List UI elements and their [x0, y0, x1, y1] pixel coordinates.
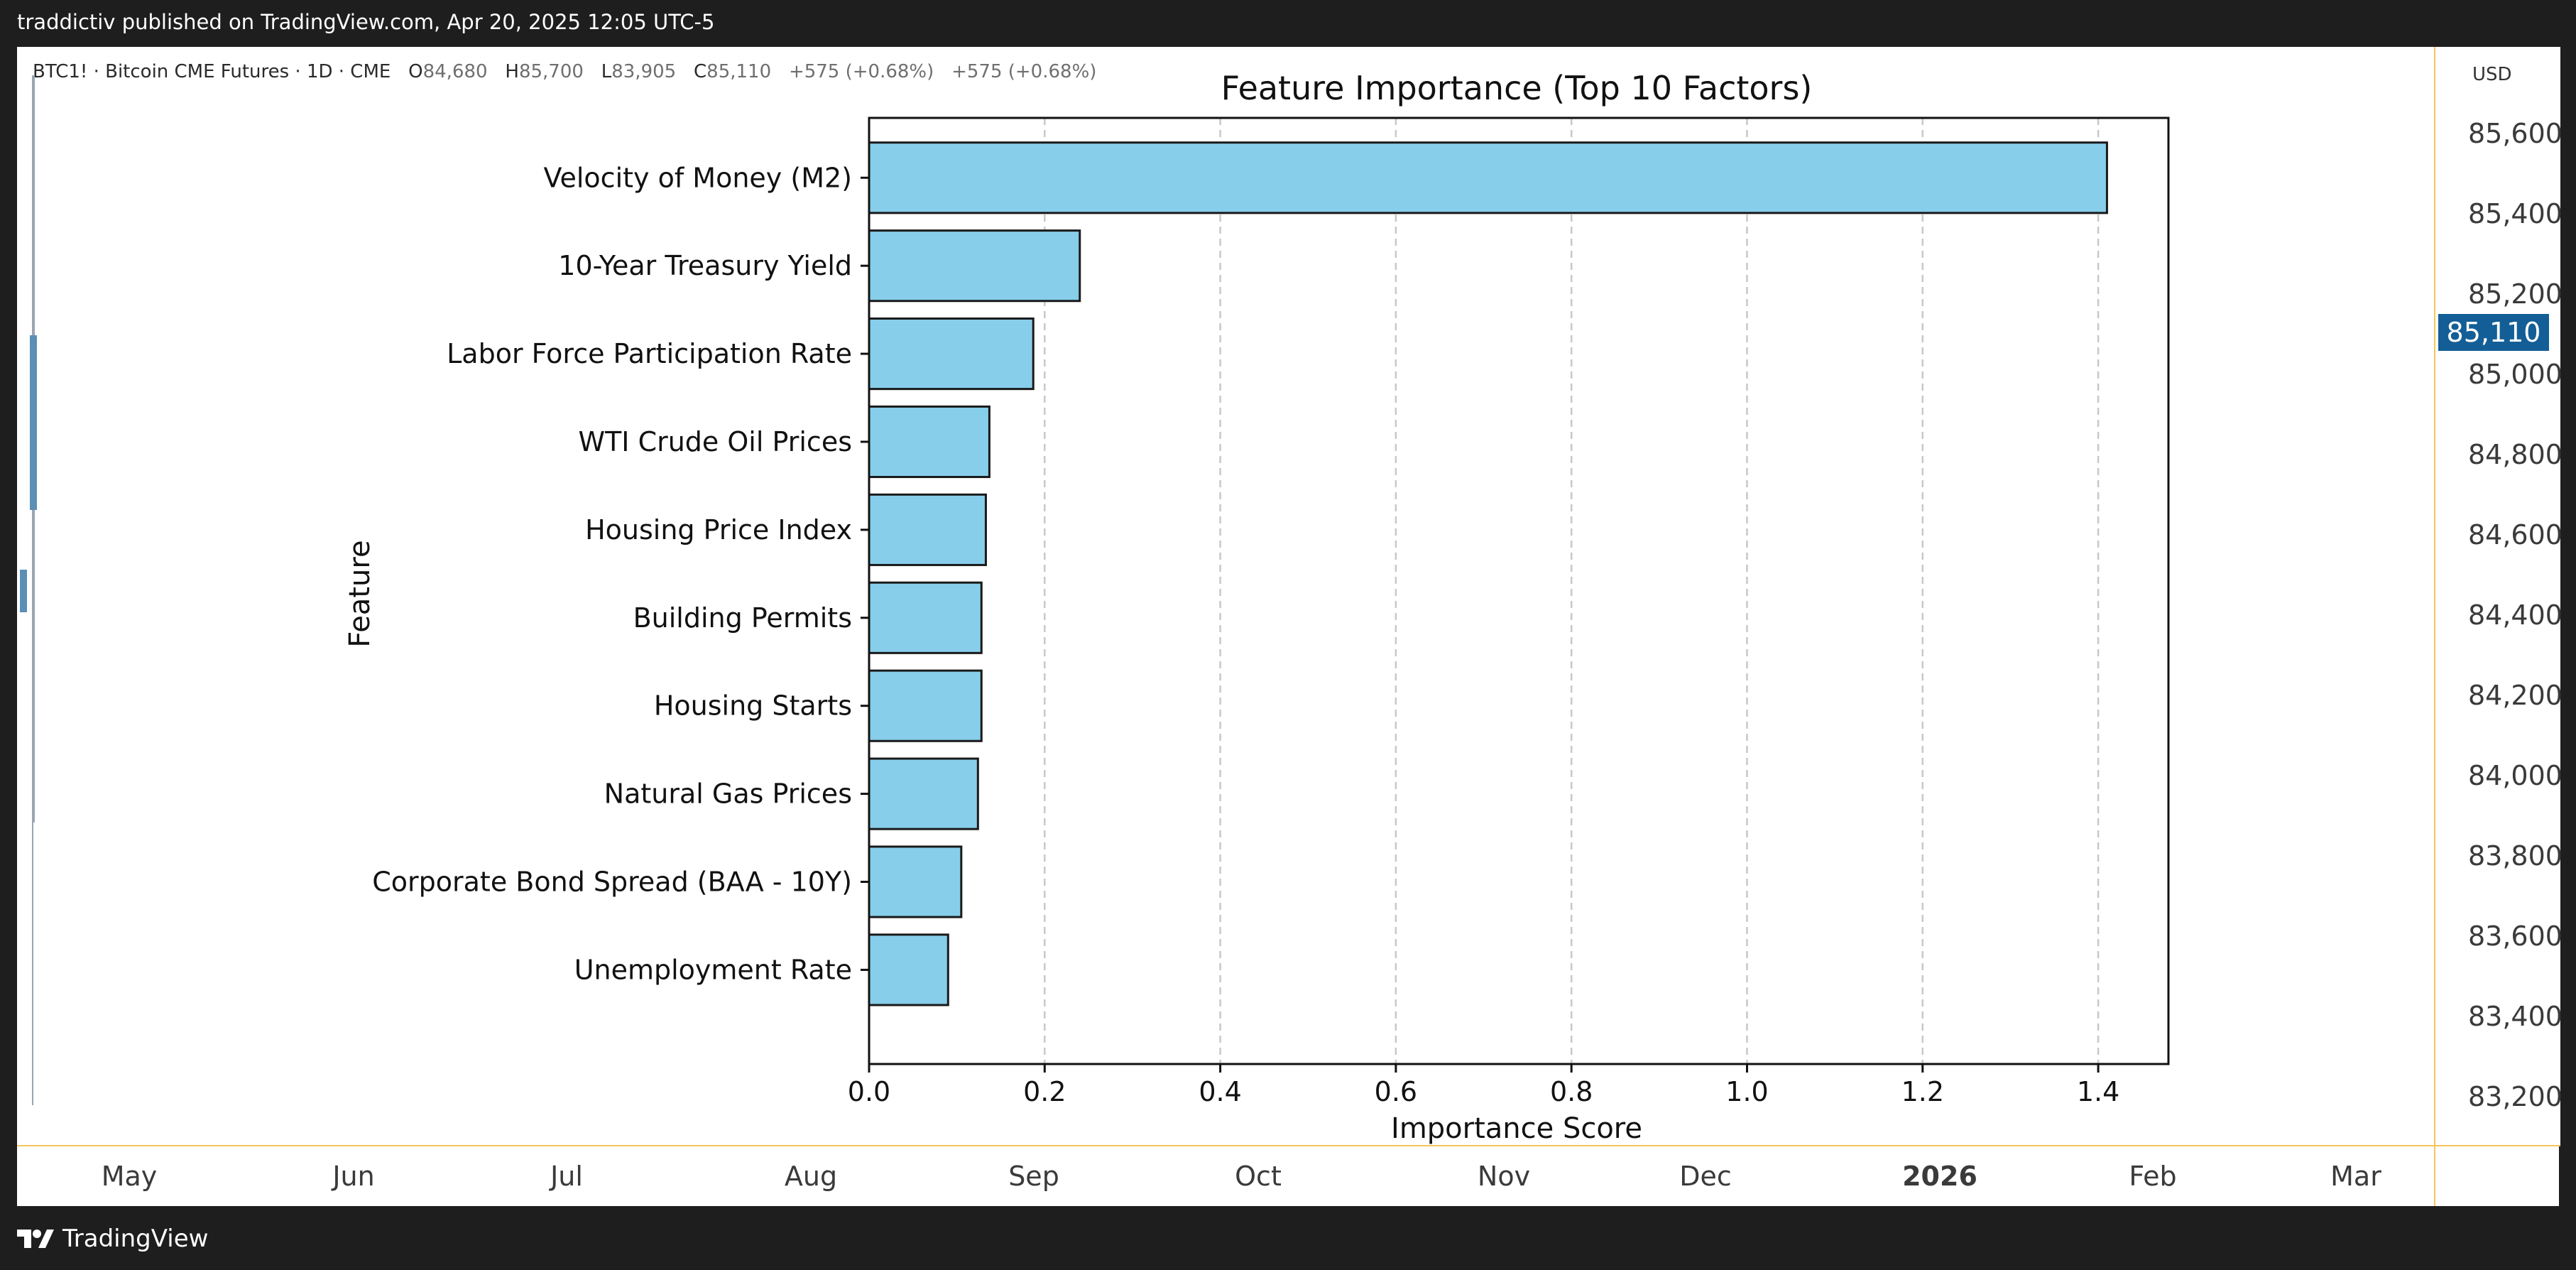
y-tick-label: Velocity of Money (M2): [543, 162, 852, 193]
x-tick-label: 0.8: [1550, 1076, 1593, 1107]
close-value: 85,110: [706, 61, 772, 82]
symbol-name[interactable]: BTC1! · Bitcoin CME Futures · 1D · CME: [33, 61, 391, 82]
price-tick: 84,800: [2468, 439, 2563, 470]
y-tick-label: 10-Year Treasury Yield: [558, 250, 852, 281]
open-label: O: [408, 61, 423, 82]
y-axis-label: Feature: [344, 540, 376, 647]
time-label: Aug: [784, 1161, 838, 1192]
bar: [868, 318, 1035, 391]
tradingview-brand[interactable]: TradingView: [16, 1225, 208, 1253]
x-tick-label: 0.2: [1023, 1076, 1066, 1107]
bar: [868, 229, 1081, 303]
brand-name: TradingView: [62, 1225, 209, 1253]
y-tick-label: Natural Gas Prices: [604, 778, 852, 810]
grid-lines: [1044, 118, 2100, 1064]
price-tick: 85,400: [2468, 198, 2563, 229]
feature-importance-chart: Feature Importance (Top 10 Factors) Velo…: [20, 69, 2170, 1145]
price-tick: 85,600: [2468, 118, 2563, 149]
time-label: May: [101, 1161, 158, 1192]
y-tick-label: Building Permits: [633, 602, 852, 634]
x-tick-label: 1.2: [1901, 1076, 1944, 1107]
open-value: 84,680: [422, 61, 488, 82]
change-value: +575 (+0.68%): [788, 61, 934, 82]
axis-corner[interactable]: [2434, 1145, 2560, 1207]
y-tick-label: Labor Force Participation Rate: [447, 338, 852, 369]
x-tick-label: 0.6: [1375, 1076, 1417, 1107]
bar: [868, 493, 987, 566]
x-tick-label: 0.0: [848, 1076, 890, 1107]
price-tick: 84,600: [2468, 519, 2563, 550]
y-tick-label: Corporate Bond Spread (BAA - 10Y): [372, 867, 852, 898]
price-tick: 83,600: [2468, 921, 2563, 952]
time-label: Feb: [2129, 1161, 2177, 1192]
bar: [868, 141, 2108, 215]
y-tick-label: Unemployment Rate: [574, 954, 852, 985]
bars-group: [868, 141, 2108, 1006]
plot-frame: [868, 116, 2170, 1065]
time-label: Mar: [2330, 1161, 2381, 1192]
price-candle: [30, 335, 37, 510]
x-tick-label: 1.4: [2077, 1076, 2119, 1107]
bar: [868, 845, 963, 918]
price-tick: 84,000: [2468, 760, 2563, 791]
x-tick-labels: 0.0 0.2 0.4 0.6 0.8 1.0 1.2 1.4: [848, 1064, 2119, 1107]
top-bar: traddictiv published on TradingView.com,…: [0, 0, 2576, 47]
published-info: traddictiv published on TradingView.com,…: [17, 10, 715, 34]
price-candle: [20, 570, 27, 612]
bar: [868, 405, 990, 479]
time-label: Sep: [1008, 1161, 1059, 1192]
currency-label[interactable]: USD: [2472, 64, 2512, 85]
low-value: 83,905: [611, 61, 677, 82]
y-tick-label: Housing Price Index: [585, 514, 852, 546]
x-tick-label: 0.4: [1199, 1076, 1241, 1107]
bar: [868, 581, 983, 654]
symbol-legend[interactable]: BTC1! · Bitcoin CME Futures · 1D · CME O…: [33, 61, 1096, 82]
current-price-badge: 85,110: [2438, 314, 2549, 351]
chart-frame: BTC1! · Bitcoin CME Futures · 1D · CME O…: [17, 47, 2563, 1207]
time-label-year: 2026: [1902, 1161, 1977, 1192]
bar: [868, 757, 979, 830]
price-axis[interactable]: USD 85,600 85,400 85,200 85,000 84,800 8…: [2434, 47, 2563, 1145]
bar: [868, 933, 949, 1006]
bar: [868, 669, 983, 742]
time-axis[interactable]: May Jun Jul Aug Sep Oct Nov Dec 2026 Feb…: [17, 1145, 2434, 1207]
time-label: Jul: [550, 1161, 583, 1192]
price-tick: 84,400: [2468, 599, 2563, 631]
time-label: Dec: [1679, 1161, 1732, 1192]
high-value: 85,700: [518, 61, 584, 82]
y-tick-label: Housing Starts: [654, 690, 852, 722]
high-label: H: [505, 61, 519, 82]
y-tick-labels: Velocity of Money (M2) 10-Year Treasury Y…: [372, 162, 869, 985]
price-tick: 84,200: [2468, 680, 2563, 711]
tradingview-logo-icon: [17, 1230, 54, 1248]
price-tick: 85,000: [2468, 359, 2563, 390]
y-tick-label: WTI Crude Oil Prices: [579, 426, 853, 457]
price-tick: 83,400: [2468, 1001, 2563, 1032]
time-label: Jun: [332, 1161, 375, 1192]
price-tick: 83,200: [2468, 1081, 2563, 1112]
close-label: C: [694, 61, 707, 82]
change-value-2: +575 (+0.68%): [951, 61, 1097, 82]
x-tick-label: 1.0: [1725, 1076, 1768, 1107]
x-axis-label: Importance Score: [1391, 1112, 1642, 1145]
price-tick: 83,800: [2468, 840, 2563, 872]
chart-title: Feature Importance (Top 10 Factors): [1221, 69, 1813, 107]
price-tick: 85,200: [2468, 278, 2563, 310]
bottom-bar: TradingView: [0, 1206, 2576, 1270]
low-label: L: [601, 61, 612, 82]
time-label: Oct: [1235, 1161, 1282, 1192]
time-label: Nov: [1477, 1161, 1531, 1192]
